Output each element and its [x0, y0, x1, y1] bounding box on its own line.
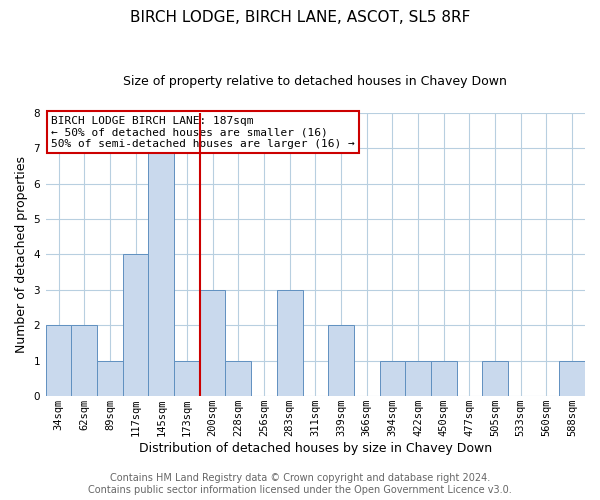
- Bar: [328, 326, 354, 396]
- Bar: [277, 290, 302, 396]
- Bar: [431, 360, 457, 396]
- Bar: [148, 148, 174, 396]
- Y-axis label: Number of detached properties: Number of detached properties: [15, 156, 28, 353]
- Bar: [97, 360, 123, 396]
- Bar: [123, 254, 148, 396]
- Text: BIRCH LODGE BIRCH LANE: 187sqm
← 50% of detached houses are smaller (16)
50% of : BIRCH LODGE BIRCH LANE: 187sqm ← 50% of …: [51, 116, 355, 149]
- Bar: [559, 360, 585, 396]
- Bar: [405, 360, 431, 396]
- Bar: [46, 326, 71, 396]
- Bar: [380, 360, 405, 396]
- Bar: [200, 290, 226, 396]
- X-axis label: Distribution of detached houses by size in Chavey Down: Distribution of detached houses by size …: [139, 442, 492, 455]
- Title: Size of property relative to detached houses in Chavey Down: Size of property relative to detached ho…: [124, 75, 508, 88]
- Bar: [174, 360, 200, 396]
- Bar: [482, 360, 508, 396]
- Bar: [71, 326, 97, 396]
- Text: BIRCH LODGE, BIRCH LANE, ASCOT, SL5 8RF: BIRCH LODGE, BIRCH LANE, ASCOT, SL5 8RF: [130, 10, 470, 25]
- Text: Contains HM Land Registry data © Crown copyright and database right 2024.
Contai: Contains HM Land Registry data © Crown c…: [88, 474, 512, 495]
- Bar: [226, 360, 251, 396]
